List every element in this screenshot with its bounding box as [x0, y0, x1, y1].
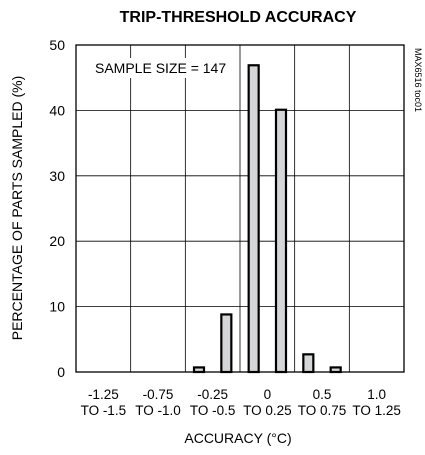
y-axis-label: PERCENTAGE OF PARTS SAMPLED (%): [9, 76, 25, 341]
x-tick-label: 0.5: [313, 387, 332, 402]
bar: [247, 64, 260, 374]
x-tick-label: TO 1.25: [352, 403, 401, 418]
x-axis-label: ACCURACY (°C): [184, 430, 291, 446]
bar: [192, 366, 206, 374]
y-tick-label: 0: [57, 364, 65, 380]
bar: [274, 108, 288, 374]
x-tick-label: TO 0.75: [298, 403, 347, 418]
y-tick-label: 10: [49, 299, 65, 315]
x-tick-label: 1.0: [367, 387, 386, 402]
x-tick-label: -1.25: [88, 387, 119, 402]
grid-lines: [76, 45, 404, 372]
sample-size-box: [90, 58, 238, 78]
x-tick-label: TO -1.5: [81, 403, 127, 418]
x-tick-label: 0: [264, 387, 272, 402]
y-tick-labels: 0 10 20 30 40 50: [49, 37, 65, 380]
bar: [302, 353, 315, 374]
x-tick-label: TO -1.0: [135, 403, 181, 418]
sample-size-annotation: SAMPLE SIZE = 147: [95, 60, 226, 76]
x-tick-label: TO 0.25: [243, 403, 292, 418]
chart-title: TRIP-THRESHOLD ACCURACY: [120, 9, 357, 26]
bar: [220, 313, 233, 374]
y-tick-label: 50: [49, 37, 65, 53]
x-tick-label: -0.75: [143, 387, 174, 402]
bar: [329, 366, 342, 374]
x-tick-label: TO -0.5: [190, 403, 236, 418]
plot-frame: [75, 44, 405, 373]
y-tick-label: 20: [49, 233, 65, 249]
y-tick-label: 30: [49, 168, 65, 184]
bars: [192, 64, 342, 374]
x-tick-label: -0.25: [197, 387, 228, 402]
figure-code-label: MAX6516 toc01: [413, 48, 423, 112]
y-tick-label: 40: [49, 102, 65, 118]
